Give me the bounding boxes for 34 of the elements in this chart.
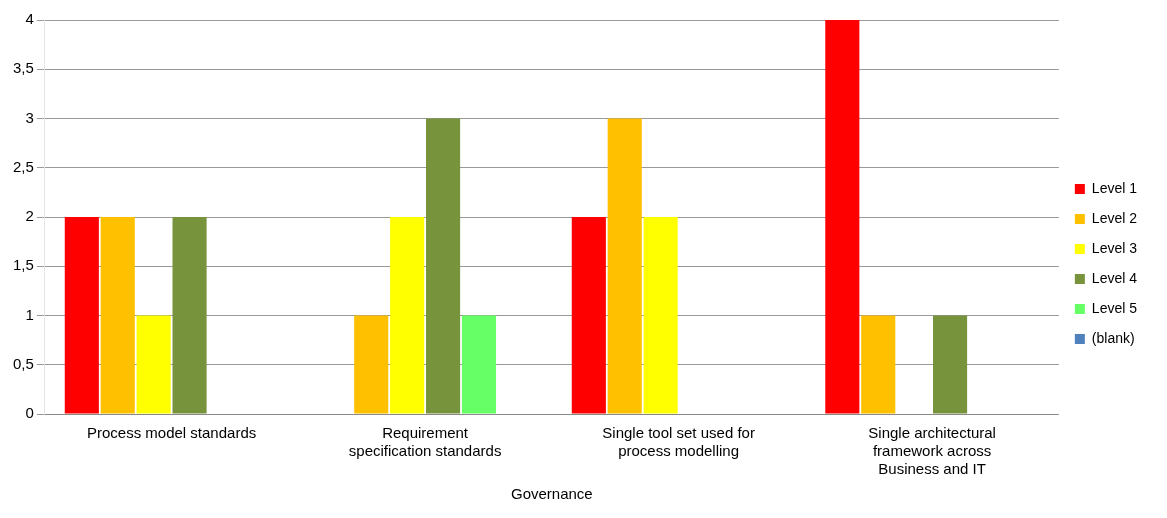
bar [100, 217, 135, 414]
bar [607, 118, 642, 414]
x-tick-label: Requirement specification standards [348, 424, 502, 460]
y-tick-label: 0,5 [12, 354, 34, 372]
legend-label: Level 2 [1091, 209, 1138, 226]
y-tick-label: 2,5 [12, 157, 34, 175]
y-tick-label: 0 [25, 404, 34, 422]
y-tick-label: 3 [25, 108, 34, 126]
bar [933, 315, 968, 414]
x-tick-label: Single architectural framework across Business and IT [868, 424, 996, 478]
bar [426, 118, 461, 414]
bar [825, 20, 860, 414]
y-tick-label: 2 [25, 207, 34, 225]
bar [354, 315, 389, 414]
x-axis-title: Governance [510, 485, 593, 503]
bar [571, 217, 606, 414]
legend-label: Level 1 [1091, 179, 1138, 196]
bar [136, 315, 171, 414]
bar [390, 217, 425, 414]
legend-label: Level 3 [1091, 239, 1138, 256]
bar [643, 217, 678, 414]
legend-label: (blank) [1091, 329, 1135, 346]
x-tick-label: Single tool set used for process modelling [602, 424, 755, 460]
x-tick-label: Process model standards [86, 424, 257, 442]
bar [64, 217, 99, 414]
bar [172, 217, 207, 414]
y-tick-label: 1 [25, 305, 34, 323]
legend-label: Level 4 [1091, 269, 1138, 286]
y-tick-label: 1,5 [12, 256, 34, 274]
y-tick-label: 4 [25, 10, 34, 28]
bar [861, 315, 896, 414]
legend-label: Level 5 [1091, 299, 1138, 316]
bar [461, 315, 497, 414]
y-tick-label: 3,5 [12, 59, 34, 77]
